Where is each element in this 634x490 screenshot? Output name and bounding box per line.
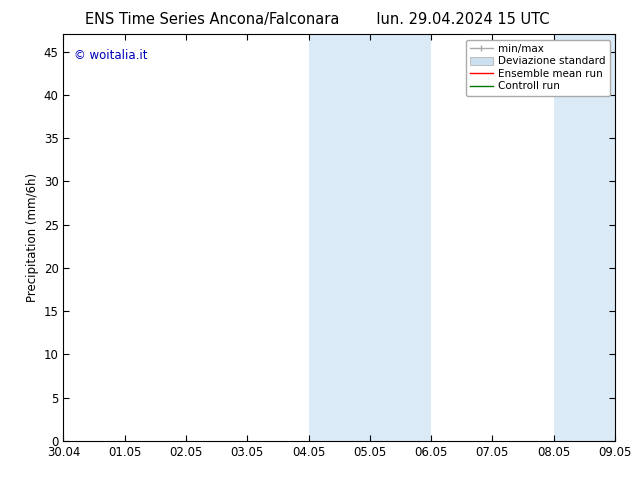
- Bar: [309, 34, 370, 441]
- Bar: [553, 34, 615, 441]
- Text: © woitalia.it: © woitalia.it: [74, 49, 148, 62]
- Y-axis label: Precipitation (mm/6h): Precipitation (mm/6h): [27, 173, 39, 302]
- Text: ENS Time Series Ancona/Falconara        lun. 29.04.2024 15 UTC: ENS Time Series Ancona/Falconara lun. 29…: [85, 12, 549, 27]
- Bar: [370, 34, 431, 441]
- Legend: min/max, Deviazione standard, Ensemble mean run, Controll run: min/max, Deviazione standard, Ensemble m…: [466, 40, 610, 96]
